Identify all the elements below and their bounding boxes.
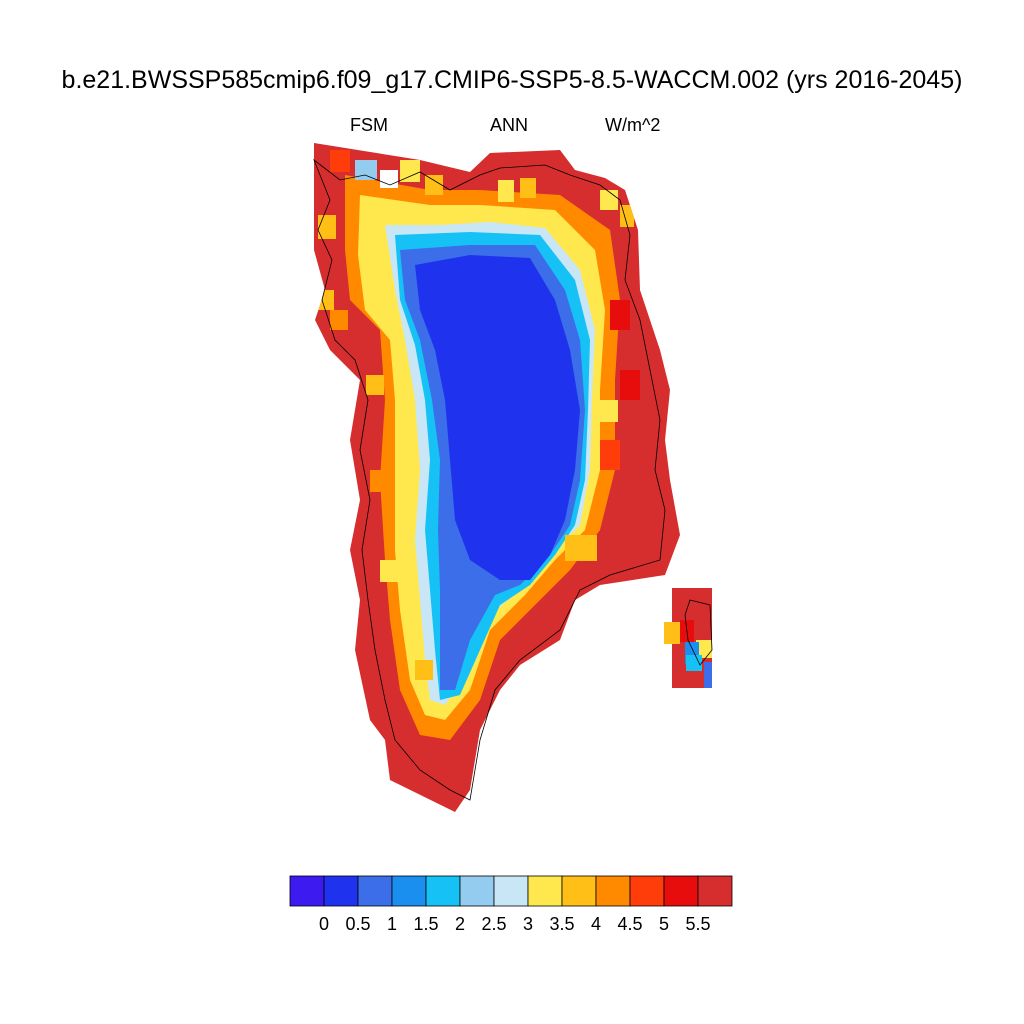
colorbar-tick-label: 3.5 — [549, 914, 574, 934]
colorbar-box — [323, 875, 359, 907]
colorbar-box — [663, 875, 699, 907]
period-label: ANN — [490, 115, 529, 135]
colorbar-tick-label: 0 — [319, 914, 329, 934]
colorbar-tick-label: 1 — [387, 914, 397, 934]
colorbar-tick-label: 4.5 — [617, 914, 642, 934]
units-label: W/m^2 — [605, 115, 661, 135]
colorbar-box — [391, 875, 427, 907]
coastline — [313, 158, 666, 801]
colorbar-tick-label: 3 — [523, 914, 533, 934]
colorbar-box — [289, 875, 325, 907]
east-island — [664, 588, 712, 688]
coastal-cells — [318, 150, 640, 680]
colorbar-tick-label: 2 — [455, 914, 465, 934]
colorbar-labels: 0 0.5 1 1.5 2 2.5 3 3.5 4 4.5 5 5.5 — [319, 914, 711, 934]
colorbar-box — [357, 875, 393, 907]
colorbar-tick-label: 5 — [659, 914, 669, 934]
colorbar-box — [493, 875, 529, 907]
variable-label: FSM — [350, 115, 388, 135]
island-coastline — [684, 599, 713, 666]
colorbar-box — [527, 875, 563, 907]
colorbar-box — [561, 875, 597, 907]
colorbar-tick-label: 1.5 — [413, 914, 438, 934]
colorbar-boxes — [289, 875, 733, 907]
map-title: b.e21.BWSSP585cmip6.f09_g17.CMIP6-SSP5-8… — [61, 66, 963, 94]
band-deep-blue — [415, 255, 580, 580]
colorbar-tick-label: 0.5 — [345, 914, 370, 934]
colorbar-tick-label: 4 — [591, 914, 601, 934]
colorbar-tick-label: 5.5 — [685, 914, 710, 934]
colorbar-box — [425, 875, 461, 907]
colorbar-box — [459, 875, 495, 907]
colorbar-box — [697, 875, 733, 907]
colorbar-box — [595, 875, 631, 907]
colorbar-box — [629, 875, 665, 907]
colorbar-tick-label: 2.5 — [481, 914, 506, 934]
